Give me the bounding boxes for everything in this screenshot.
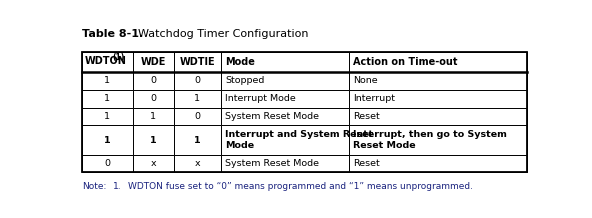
Bar	[174, 107, 221, 125]
Text: WDTON fuse set to “0” means programmed and “1” means unprogrammed.: WDTON fuse set to “0” means programmed a…	[128, 182, 473, 191]
Bar	[349, 72, 527, 90]
Bar	[133, 125, 174, 155]
Text: Interrupt Mode: Interrupt Mode	[225, 94, 296, 103]
Bar	[221, 155, 349, 172]
Bar	[349, 90, 527, 107]
Text: Watchdog Timer Configuration: Watchdog Timer Configuration	[137, 29, 308, 39]
Bar	[82, 107, 133, 125]
Bar	[133, 72, 174, 90]
Bar	[221, 90, 349, 107]
Text: Interrupt, then go to System
Reset Mode: Interrupt, then go to System Reset Mode	[353, 130, 507, 150]
Text: Stopped: Stopped	[225, 76, 265, 85]
Text: 1: 1	[104, 94, 110, 103]
Text: Reset: Reset	[353, 112, 380, 121]
Text: 0: 0	[194, 112, 200, 121]
Bar	[133, 52, 174, 72]
Bar	[133, 90, 174, 107]
Text: WDE: WDE	[141, 57, 166, 67]
Text: 0: 0	[194, 76, 200, 85]
Bar	[82, 155, 133, 172]
Bar	[82, 72, 133, 90]
Bar	[174, 52, 221, 72]
Bar	[82, 52, 527, 172]
Bar	[82, 52, 133, 72]
Bar	[349, 125, 527, 155]
Text: 1: 1	[150, 112, 156, 121]
Text: 1: 1	[104, 76, 110, 85]
Text: Action on Time-out: Action on Time-out	[353, 57, 458, 67]
Bar	[133, 107, 174, 125]
Text: 1.: 1.	[112, 182, 121, 191]
Text: 1: 1	[104, 112, 110, 121]
Text: Table 8-1.: Table 8-1.	[82, 29, 143, 39]
Text: 1: 1	[150, 136, 157, 145]
Bar	[174, 90, 221, 107]
Bar	[82, 125, 133, 155]
Text: Note:: Note:	[82, 182, 106, 191]
Bar	[221, 125, 349, 155]
Bar	[174, 155, 221, 172]
Text: Mode: Mode	[225, 57, 255, 67]
Text: 1: 1	[104, 136, 111, 145]
Bar	[174, 72, 221, 90]
Bar	[133, 155, 174, 172]
Bar	[349, 107, 527, 125]
Bar	[174, 125, 221, 155]
Text: System Reset Mode: System Reset Mode	[225, 159, 319, 168]
Bar	[82, 90, 133, 107]
Text: Interrupt and System Reset
Mode: Interrupt and System Reset Mode	[225, 130, 374, 150]
Text: 1: 1	[194, 94, 200, 103]
Text: WDTIE: WDTIE	[179, 57, 215, 67]
Text: WDTON: WDTON	[85, 56, 127, 66]
Text: 0: 0	[104, 159, 110, 168]
Bar	[221, 52, 349, 72]
Bar	[349, 155, 527, 172]
Text: None: None	[353, 76, 378, 85]
Bar	[221, 107, 349, 125]
Text: 1: 1	[194, 136, 201, 145]
Text: System Reset Mode: System Reset Mode	[225, 112, 319, 121]
Text: (1): (1)	[112, 53, 125, 62]
Text: x: x	[150, 159, 156, 168]
Text: Interrupt: Interrupt	[353, 94, 395, 103]
Text: 0: 0	[150, 76, 156, 85]
Bar	[349, 52, 527, 72]
Text: x: x	[194, 159, 200, 168]
Text: 0: 0	[150, 94, 156, 103]
Bar	[221, 72, 349, 90]
Text: Reset: Reset	[353, 159, 380, 168]
